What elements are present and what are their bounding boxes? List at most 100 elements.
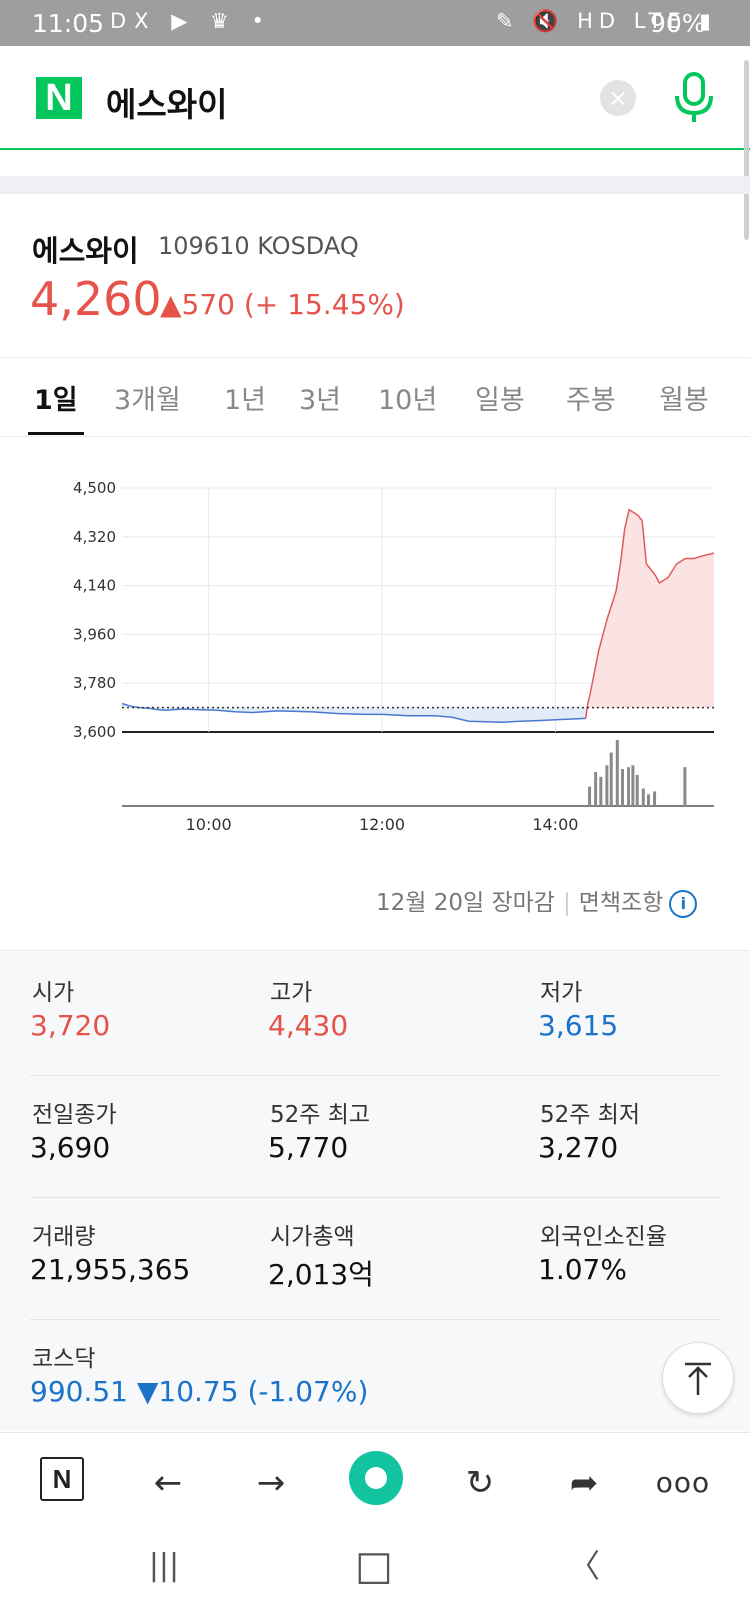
tab-daily-candle[interactable]: 일봉: [475, 385, 525, 416]
stat-label: 고가: [270, 980, 313, 1006]
stat-label: 52주 최저: [540, 1102, 641, 1128]
volume-bar: [594, 772, 598, 806]
tab-1day[interactable]: 1일: [34, 385, 78, 416]
volume-bar: [599, 776, 603, 806]
y-tick-label: 4,140: [73, 577, 116, 595]
tab-3years[interactable]: 3년: [299, 385, 342, 416]
stock-price: 4,260: [30, 272, 162, 326]
stat-value-low: 3,615: [538, 1009, 619, 1042]
active-tab-indicator: [28, 432, 84, 435]
tab-10years[interactable]: 10년: [378, 385, 438, 416]
intraday-chart[interactable]: 4,500 4,320 4,140 3,960 3,780 3,600 10:00 12:0…: [0, 470, 750, 870]
divider: [30, 1319, 720, 1320]
stat-label: 시가총액: [270, 1224, 355, 1250]
volume-bar: [635, 774, 639, 806]
status-time: 11:05: [32, 9, 105, 38]
y-tick-label: 4,320: [73, 528, 116, 546]
forward-arrow-icon[interactable]: →: [256, 1463, 286, 1503]
home-icon[interactable]: □: [355, 1543, 393, 1589]
system-back-icon[interactable]: 〈: [567, 1547, 600, 1585]
volume-bar: [605, 765, 609, 806]
search-input[interactable]: 에스와이: [106, 85, 228, 124]
period-tabs: 1일 3개월 1년 3년 10년 일봉 주봉 월봉: [0, 357, 750, 437]
divider: [30, 1075, 720, 1076]
stat-value-high: 4,430: [268, 1009, 349, 1042]
scroll-to-top-button[interactable]: [662, 1342, 734, 1414]
divider: [30, 1197, 720, 1198]
stock-name: 에스와이: [32, 234, 139, 268]
chart-footnote: 12월 20일 장마감 | 면책조항 i: [376, 883, 698, 918]
stock-stats-panel: 시가 3,720 고가 4,430 저가 3,615 전일종가 3,690 52…: [0, 950, 750, 1431]
tab-1year[interactable]: 1년: [224, 385, 267, 416]
price-line-up: [584, 508, 715, 719]
volume-bar: [646, 794, 650, 806]
above-close-area: [585, 509, 714, 719]
stat-value-foreign-ratio: 1.07%: [538, 1253, 627, 1286]
clear-search-icon[interactable]: ×: [600, 80, 636, 116]
kosdaq-label: 코스닥: [32, 1346, 96, 1372]
browser-toolbar: N ← → ↻ ➦ ooo: [0, 1432, 750, 1533]
below-close-area: [122, 703, 586, 723]
refresh-icon[interactable]: ↻: [465, 1463, 495, 1503]
x-tick-label: 12:00: [359, 815, 405, 834]
green-dot-button[interactable]: [349, 1451, 403, 1505]
system-status-icons: ✎ 🔇 HD LTE ▮: [496, 9, 717, 33]
tab-weekly-candle[interactable]: 주봉: [566, 385, 616, 416]
price-series: [121, 508, 715, 723]
volume-bar: [588, 786, 592, 806]
share-icon[interactable]: ➦: [569, 1463, 599, 1503]
stat-label: 외국인소진율: [540, 1224, 667, 1250]
kosdaq-index-value: 990.51 ▼10.75 (-1.07%): [30, 1375, 369, 1408]
stat-value-52w-high: 5,770: [268, 1131, 349, 1164]
market-close-date: 12월 20일 장마감: [376, 890, 555, 916]
volume-bar: [683, 767, 687, 806]
more-options-icon[interactable]: ooo: [655, 1466, 711, 1499]
volume-bar: [627, 767, 631, 806]
info-icon[interactable]: i: [669, 889, 698, 918]
stat-value-volume: 21,955,365: [30, 1253, 191, 1286]
recent-apps-icon[interactable]: |||: [148, 1548, 180, 1583]
volume-bar: [620, 769, 624, 806]
stat-value-open: 3,720: [30, 1009, 111, 1042]
price-line-down: [121, 702, 586, 723]
stat-label: 52주 최고: [270, 1102, 371, 1128]
stock-code: 109610 KOSDAQ: [158, 232, 359, 260]
disclaimer-link[interactable]: 면책조항: [578, 890, 664, 916]
divider: |: [562, 890, 571, 916]
section-divider: [0, 176, 750, 194]
android-nav-bar: ||| □ 〈: [0, 1532, 750, 1608]
y-tick-label: 3,960: [73, 625, 116, 643]
volume-bar: [615, 739, 619, 806]
x-tick-label: 14:00: [532, 815, 578, 834]
y-tick-label: 3,780: [73, 674, 116, 692]
arrow-up-icon: [688, 1366, 708, 1378]
volume-bar: [631, 765, 635, 806]
volume-bar: [609, 752, 613, 806]
naver-home-button[interactable]: N: [40, 1457, 84, 1501]
naver-logo[interactable]: N: [36, 77, 82, 119]
stat-value-market-cap: 2,013억: [268, 1258, 374, 1291]
stock-change: ▲570 (+ 15.45%): [160, 288, 405, 321]
volume-bars: [122, 739, 714, 807]
stat-value-52w-low: 3,270: [538, 1131, 619, 1164]
volume-bar: [641, 788, 645, 806]
y-tick-label: 3,600: [73, 723, 116, 741]
y-axis: 4,500 4,320 4,140 3,960 3,780 3,600: [73, 479, 116, 741]
tab-monthly-candle[interactable]: 월봉: [659, 385, 709, 416]
notification-icons: DX ▶ ♛ •: [110, 9, 272, 33]
stat-label: 전일종가: [32, 1102, 117, 1128]
x-axis: 10:00 12:00 14:00: [186, 815, 579, 834]
status-bar: 11:05 DX ▶ ♛ • ✎ 🔇 HD LTE ▮ 90%: [0, 0, 750, 46]
back-arrow-icon[interactable]: ←: [153, 1463, 183, 1503]
tab-3months[interactable]: 3개월: [114, 385, 181, 416]
microphone-icon[interactable]: [672, 72, 716, 124]
volume-bar: [653, 791, 657, 806]
stat-value-prev-close: 3,690: [30, 1131, 111, 1164]
stat-label: 거래량: [32, 1224, 96, 1250]
scrollbar[interactable]: [744, 60, 749, 240]
y-tick-label: 4,500: [73, 479, 116, 497]
stat-label: 저가: [540, 980, 583, 1006]
x-tick-label: 10:00: [186, 815, 232, 834]
stat-label: 시가: [32, 980, 75, 1006]
battery-level: 90%: [650, 9, 706, 38]
